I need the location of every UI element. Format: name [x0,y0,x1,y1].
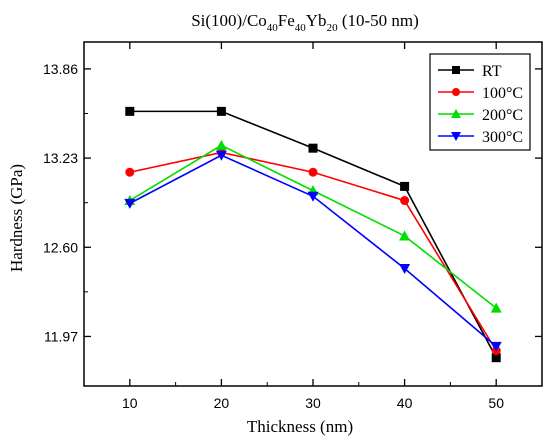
y-tick-label: 13.23 [43,150,78,166]
series-1-point [491,353,501,363]
x-tick-label: 40 [397,395,413,411]
series-1-point [400,181,410,191]
chart-title: Si(100)/Co40Fe40Yb20 (10-50 nm) [191,11,419,34]
series-4-point [124,198,136,209]
x-tick-label: 50 [488,395,504,411]
series-1-point [308,143,318,153]
legend-label: 300°C [482,129,523,146]
legend-swatch-marker [452,88,460,96]
legend-label: RT [482,63,502,80]
legend-swatch-marker [452,66,460,74]
series-3-point [399,230,411,241]
series-2-point [400,196,410,206]
series-4-point [215,150,227,161]
series-3-point [215,139,227,150]
y-tick-label: 13.86 [43,61,78,77]
x-tick-label: 30 [305,395,321,411]
y-tick-label: 12.60 [43,239,78,255]
series-3-point [490,302,502,313]
y-tick-label: 11.97 [44,328,78,344]
series-4-point [307,191,319,202]
series-4-point [399,264,411,275]
legend-label: 100°C [482,85,523,102]
series-1-point [216,106,226,116]
series-2-line [129,151,497,352]
x-tick-label: 20 [214,395,230,411]
y-axis-label: Hardness (GPa) [7,164,26,272]
series-4-point [490,341,502,352]
x-axis-label: Thickness (nm) [247,417,353,436]
series-4-line [129,154,497,347]
x-tick-label: 10 [122,395,138,411]
legend-swatch-marker [451,132,461,141]
legend-swatch-marker [451,109,461,118]
series-1-point [125,106,135,116]
series-2-point [308,167,318,177]
plot-area: 10 20 30 40 50 11.97 12.60 13.23 13.86 RT 100°C 200… [43,41,543,411]
series-2-point [125,167,135,177]
legend-label: 200°C [482,107,523,124]
